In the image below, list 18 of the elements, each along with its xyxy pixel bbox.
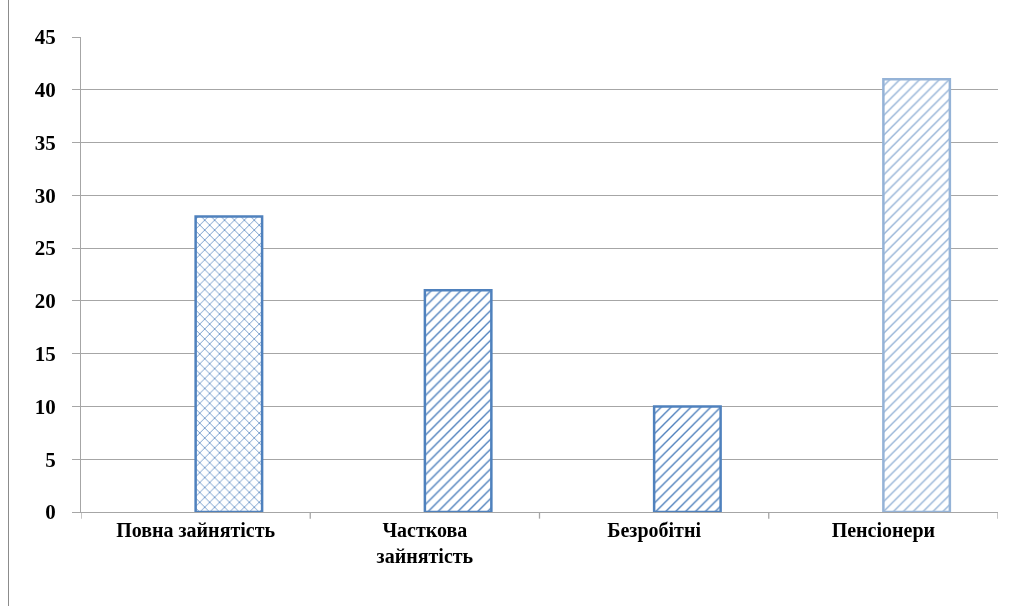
x-tick-label: Безробітні [607, 519, 702, 543]
y-tick-label: 40 [34, 78, 56, 103]
x-tick-label: Пенсіонери [831, 519, 936, 543]
bar [652, 405, 722, 512]
bar [194, 215, 264, 512]
y-tick-label: 30 [34, 183, 56, 208]
bar [423, 289, 493, 512]
y-tick-label: 5 [45, 447, 56, 472]
bar [882, 77, 952, 512]
y-tick-label: 20 [34, 289, 56, 314]
y-tick-label: 45 [34, 25, 56, 50]
y-tick-label: 0 [45, 500, 56, 525]
y-tick-label: 25 [34, 236, 56, 261]
y-tick-label: 35 [34, 130, 56, 155]
x-tick-label: Повна зайнятість [116, 519, 276, 542]
x-tick-label: Часткова зайнятість [376, 519, 474, 568]
y-tick-label: 15 [34, 342, 56, 367]
y-tick-label: 10 [34, 394, 56, 419]
